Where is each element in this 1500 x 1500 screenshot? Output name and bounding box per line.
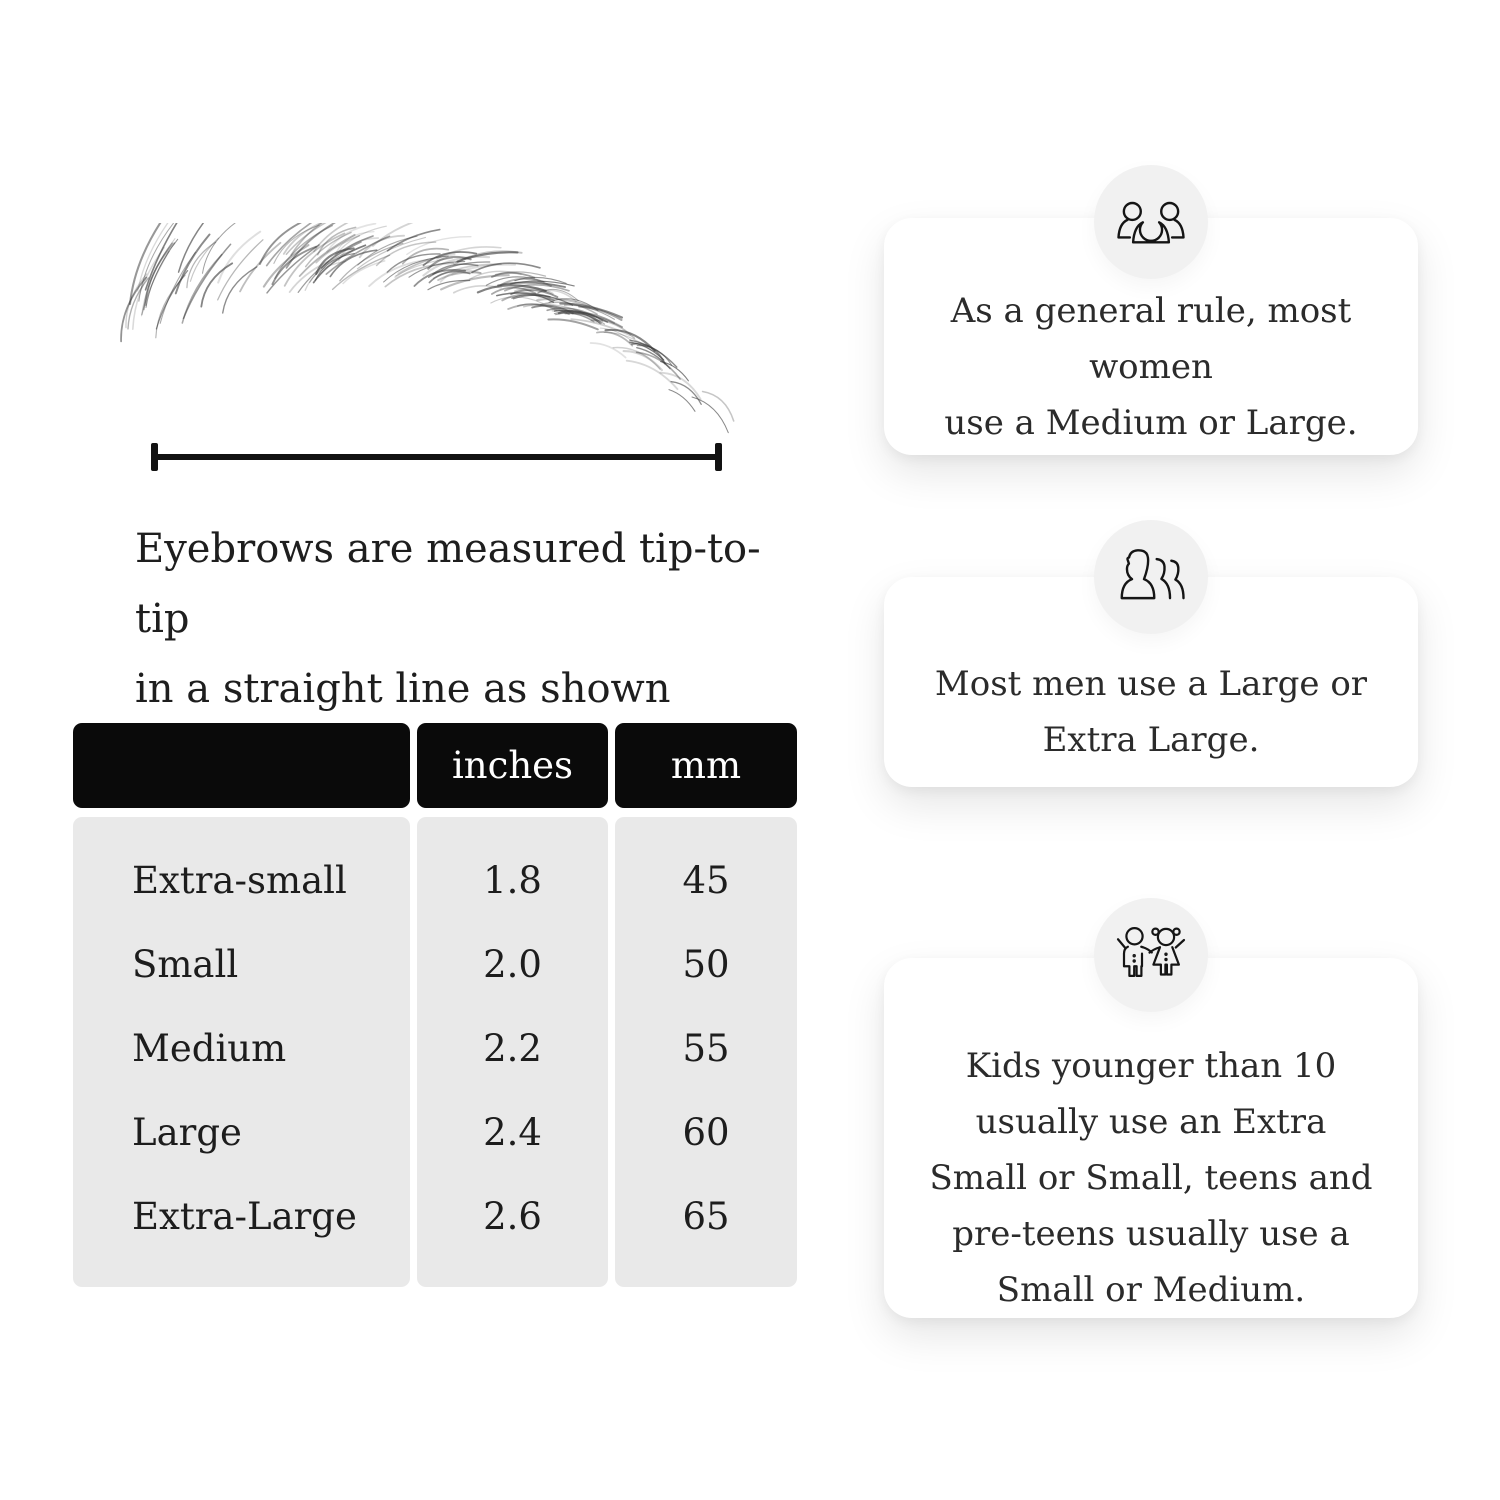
size-table: Extra-small Small Medium Large Extra-Lar…	[73, 723, 797, 1287]
size-table-label-column: Extra-small Small Medium Large Extra-Lar…	[73, 723, 410, 1287]
size-table-header-mm: mm	[615, 723, 797, 808]
size-table-header-blank	[73, 723, 410, 808]
measurement-caption: Eyebrows are measured tip-to-tip in a st…	[135, 526, 761, 782]
women-icon-circle	[1094, 165, 1208, 279]
size-table-header-inches: inches	[417, 723, 608, 808]
kids-icon	[1112, 919, 1190, 991]
mm-value: 55	[682, 1026, 730, 1070]
inches-value: 2.6	[483, 1194, 542, 1238]
size-label: Large	[132, 1110, 242, 1154]
mm-value: 60	[682, 1110, 730, 1154]
women-group-icon	[1112, 186, 1190, 258]
size-label: Extra-Large	[132, 1194, 357, 1238]
inches-value: 2.0	[483, 942, 542, 986]
measurement-line	[151, 443, 722, 471]
tip-card-men-text: Most men use a Large or Extra Large.	[934, 664, 1368, 760]
size-label: Extra-small	[132, 858, 347, 902]
size-label: Small	[132, 942, 239, 986]
tip-card-women: As a general rule, most women use a Medi…	[884, 218, 1418, 455]
size-table-label-body: Extra-small Small Medium Large Extra-Lar…	[73, 817, 410, 1287]
measurement-line-bar	[153, 454, 720, 460]
mm-value: 65	[682, 1194, 730, 1238]
men-group-icon	[1112, 541, 1190, 613]
inches-value: 1.8	[483, 858, 542, 902]
eyebrow-illustration	[120, 223, 735, 434]
size-table-mm-body: 45 50 55 60 65	[615, 817, 797, 1287]
inches-value: 2.2	[483, 1026, 542, 1070]
size-table-mm-column: mm 45 50 55 60 65	[615, 723, 797, 1287]
tip-card-kids: Kids younger than 10 usually use an Extr…	[884, 958, 1418, 1318]
size-table-inches-column: inches 1.8 2.0 2.2 2.4 2.6	[417, 723, 608, 1287]
men-icon-circle	[1094, 520, 1208, 634]
tip-card-women-text: As a general rule, most women use a Medi…	[944, 290, 1358, 443]
size-label: Medium	[132, 1026, 287, 1070]
mm-value: 50	[682, 942, 730, 986]
measurement-line-right-cap	[715, 443, 722, 471]
measurement-line-left-cap	[151, 443, 158, 471]
kids-icon-circle	[1094, 898, 1208, 1012]
size-table-inches-body: 1.8 2.0 2.2 2.4 2.6	[417, 817, 608, 1287]
inches-value: 2.4	[483, 1110, 542, 1154]
tip-card-kids-text: Kids younger than 10 usually use an Extr…	[929, 1046, 1373, 1310]
mm-value: 45	[682, 858, 730, 902]
